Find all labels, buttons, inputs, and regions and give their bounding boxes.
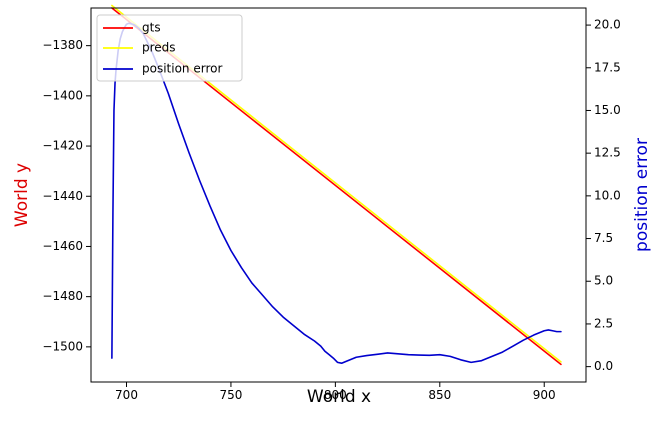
x-axis: 700 750 800 850 900	[115, 382, 556, 402]
y-left-tick-label: −1480	[42, 289, 83, 303]
y-right-tick-label: 17.5	[594, 60, 621, 74]
axes-frame	[90, 7, 587, 383]
y-left-tick-label: −1420	[42, 139, 83, 153]
x-tick-label: 800	[324, 388, 347, 402]
y-axis-left: −1380 −1400 −1420 −1440 −1460 −1480 −1500	[42, 38, 91, 353]
y-axis-label-right: position error	[632, 138, 652, 252]
y-axis-right: 0.0 2.5 5.0 7.5 10.0 12.5 15.0 17.5 20.0	[586, 18, 621, 373]
y-right-tick-label: 20.0	[594, 18, 621, 32]
y-right-tick-label: 15.0	[594, 103, 621, 117]
y-right-tick-label: 5.0	[594, 274, 613, 288]
legend-label-position-error: position error	[142, 62, 222, 76]
legend-label-gts: gts	[142, 21, 161, 35]
y-axis-label-left: World y	[12, 163, 32, 227]
x-tick-label: 850	[428, 388, 451, 402]
y-left-tick-label: −1500	[42, 339, 83, 353]
y-left-tick-label: −1440	[42, 189, 83, 203]
legend-label-preds: preds	[142, 41, 176, 55]
x-axis-label: World x	[307, 387, 371, 407]
legend: gts preds position error	[96, 14, 243, 82]
x-tick-label: 700	[115, 388, 138, 402]
y-right-tick-label: 2.5	[594, 316, 613, 330]
legend-box	[96, 14, 243, 82]
y-left-tick-label: −1460	[42, 239, 83, 253]
y-right-tick-label: 12.5	[594, 146, 621, 160]
y-right-tick-label: 0.0	[594, 359, 613, 373]
y-left-tick-label: −1380	[42, 38, 83, 52]
axes-border	[90, 7, 587, 383]
y-left-tick-label: −1400	[42, 88, 83, 102]
x-tick-label: 750	[219, 388, 242, 402]
y-right-tick-label: 7.5	[594, 231, 613, 245]
y-right-tick-label: 10.0	[594, 188, 621, 202]
x-tick-label: 900	[533, 388, 556, 402]
